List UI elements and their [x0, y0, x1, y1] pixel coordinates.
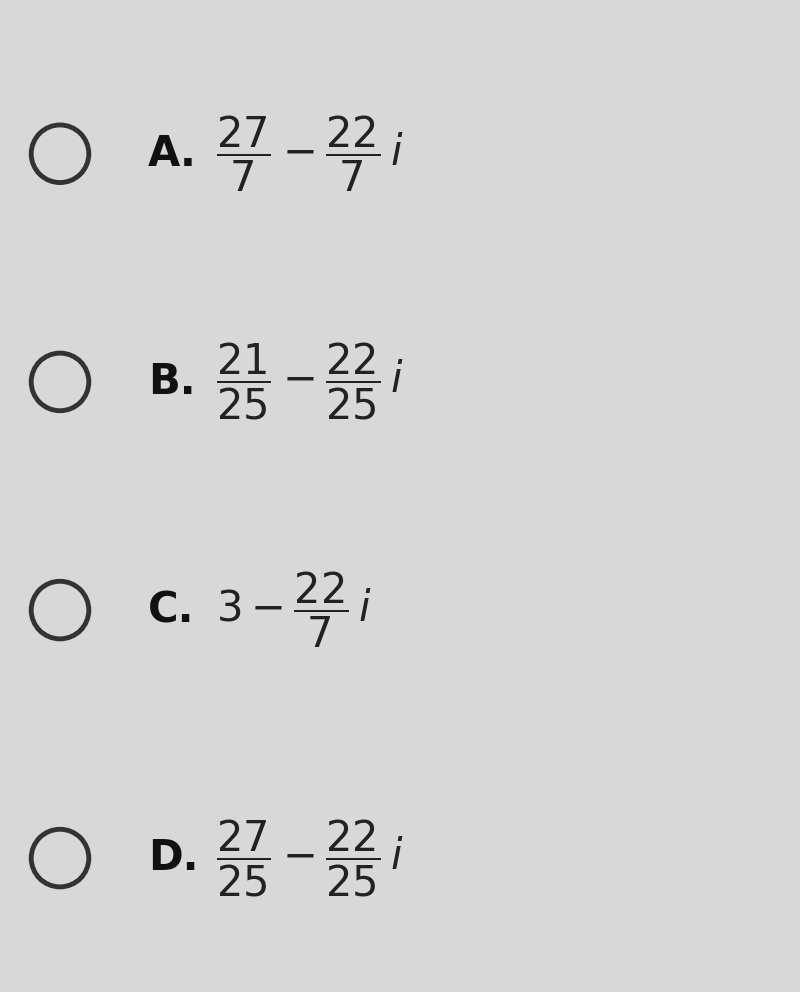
Text: C.: C. — [148, 589, 194, 631]
Text: $\dfrac{27}{7} - \dfrac{22}{7}\,i$: $\dfrac{27}{7} - \dfrac{22}{7}\,i$ — [216, 114, 403, 193]
Text: $\dfrac{27}{25} - \dfrac{22}{25}\,i$: $\dfrac{27}{25} - \dfrac{22}{25}\,i$ — [216, 817, 403, 899]
Text: A.: A. — [148, 133, 197, 175]
Text: $\dfrac{21}{25} - \dfrac{22}{25}\,i$: $\dfrac{21}{25} - \dfrac{22}{25}\,i$ — [216, 341, 403, 423]
Text: D.: D. — [148, 837, 198, 879]
Text: $3 - \dfrac{22}{7}\,i$: $3 - \dfrac{22}{7}\,i$ — [216, 570, 372, 650]
Text: B.: B. — [148, 361, 196, 403]
